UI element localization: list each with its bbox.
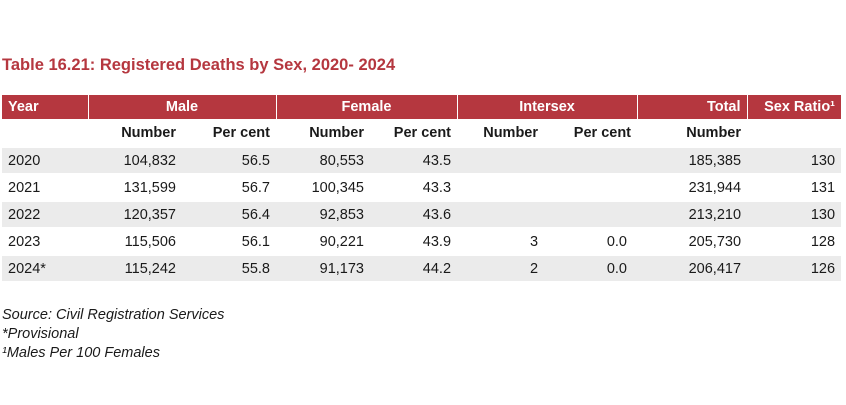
cell-female-percent: 43.5 bbox=[370, 146, 458, 174]
cell-intersex-percent bbox=[544, 200, 638, 228]
cell-male-number: 115,506 bbox=[88, 227, 182, 255]
cell-intersex-number bbox=[457, 200, 545, 228]
cell-male-number: 115,242 bbox=[88, 254, 182, 281]
table-row: 2022 120,357 56.4 92,853 43.6 213,210 13… bbox=[2, 200, 842, 228]
cell-male-percent: 55.8 bbox=[182, 254, 276, 281]
subheader-ratio-empty bbox=[747, 119, 842, 147]
table-row: 2021 131,599 56.7 100,345 43.3 231,944 1… bbox=[2, 173, 842, 201]
header-intersex: Intersex bbox=[457, 95, 638, 119]
cell-intersex-number bbox=[457, 173, 545, 201]
cell-female-number: 80,553 bbox=[276, 146, 370, 174]
cell-female-number: 91,173 bbox=[276, 254, 370, 281]
subheader-row: Number Per cent Number Per cent Number P… bbox=[2, 119, 842, 147]
cell-female-number: 100,345 bbox=[276, 173, 370, 201]
cell-year: 2024* bbox=[2, 254, 88, 281]
cell-year: 2020 bbox=[2, 146, 88, 174]
cell-female-percent: 43.3 bbox=[370, 173, 458, 201]
ratio-footnote: ¹Males Per 100 Females bbox=[2, 345, 160, 361]
cell-sex-ratio: 126 bbox=[747, 254, 842, 281]
cell-intersex-percent bbox=[544, 173, 638, 201]
subheader-year-empty bbox=[2, 119, 88, 147]
subheader-female-percent: Per cent bbox=[370, 119, 458, 147]
cell-male-percent: 56.5 bbox=[182, 146, 276, 174]
cell-year: 2022 bbox=[2, 200, 88, 228]
cell-total: 205,730 bbox=[637, 227, 748, 255]
cell-intersex-number bbox=[457, 146, 545, 174]
cell-female-number: 90,221 bbox=[276, 227, 370, 255]
cell-female-percent: 43.6 bbox=[370, 200, 458, 228]
source-note: Source: Civil Registration Services bbox=[2, 307, 225, 323]
subheader-male-percent: Per cent bbox=[182, 119, 276, 147]
table-notes: Source: Civil Registration Services *Pro… bbox=[2, 306, 224, 363]
table-row: 2020 104,832 56.5 80,553 43.5 185,385 13… bbox=[2, 146, 842, 174]
header-male: Male bbox=[88, 95, 277, 119]
header-total: Total bbox=[637, 95, 748, 119]
cell-intersex-percent: 0.0 bbox=[544, 254, 638, 281]
cell-intersex-number: 3 bbox=[457, 227, 545, 255]
cell-intersex-percent bbox=[544, 146, 638, 174]
cell-female-number: 92,853 bbox=[276, 200, 370, 228]
cell-male-number: 120,357 bbox=[88, 200, 182, 228]
cell-male-number: 131,599 bbox=[88, 173, 182, 201]
subheader-total-number: Number bbox=[637, 119, 748, 147]
cell-male-number: 104,832 bbox=[88, 146, 182, 174]
table-title: Table 16.21: Registered Deaths by Sex, 2… bbox=[2, 56, 396, 74]
deaths-by-sex-table: Year Male Female Intersex Total Sex Rati… bbox=[2, 95, 842, 281]
cell-male-percent: 56.7 bbox=[182, 173, 276, 201]
table-row: 2023 115,506 56.1 90,221 43.9 3 0.0 205,… bbox=[2, 227, 842, 255]
cell-total: 231,944 bbox=[637, 173, 748, 201]
header-year: Year bbox=[2, 95, 89, 119]
provisional-note: *Provisional bbox=[2, 326, 79, 342]
header-row: Year Male Female Intersex Total Sex Rati… bbox=[2, 95, 842, 119]
cell-year: 2021 bbox=[2, 173, 88, 201]
subheader-male-number: Number bbox=[88, 119, 182, 147]
cell-total: 206,417 bbox=[637, 254, 748, 281]
cell-female-percent: 43.9 bbox=[370, 227, 458, 255]
cell-intersex-number: 2 bbox=[457, 254, 545, 281]
cell-sex-ratio: 128 bbox=[747, 227, 842, 255]
subheader-female-number: Number bbox=[276, 119, 370, 147]
header-female: Female bbox=[276, 95, 458, 119]
cell-male-percent: 56.1 bbox=[182, 227, 276, 255]
cell-intersex-percent: 0.0 bbox=[544, 227, 638, 255]
subheader-intersex-percent: Per cent bbox=[544, 119, 638, 147]
cell-female-percent: 44.2 bbox=[370, 254, 458, 281]
subheader-intersex-number: Number bbox=[457, 119, 545, 147]
cell-sex-ratio: 131 bbox=[747, 173, 842, 201]
cell-sex-ratio: 130 bbox=[747, 200, 842, 228]
cell-sex-ratio: 130 bbox=[747, 146, 842, 174]
header-sex-ratio: Sex Ratio¹ bbox=[747, 95, 842, 119]
cell-year: 2023 bbox=[2, 227, 88, 255]
cell-male-percent: 56.4 bbox=[182, 200, 276, 228]
cell-total: 213,210 bbox=[637, 200, 748, 228]
table-row: 2024* 115,242 55.8 91,173 44.2 2 0.0 206… bbox=[2, 254, 842, 281]
cell-total: 185,385 bbox=[637, 146, 748, 174]
